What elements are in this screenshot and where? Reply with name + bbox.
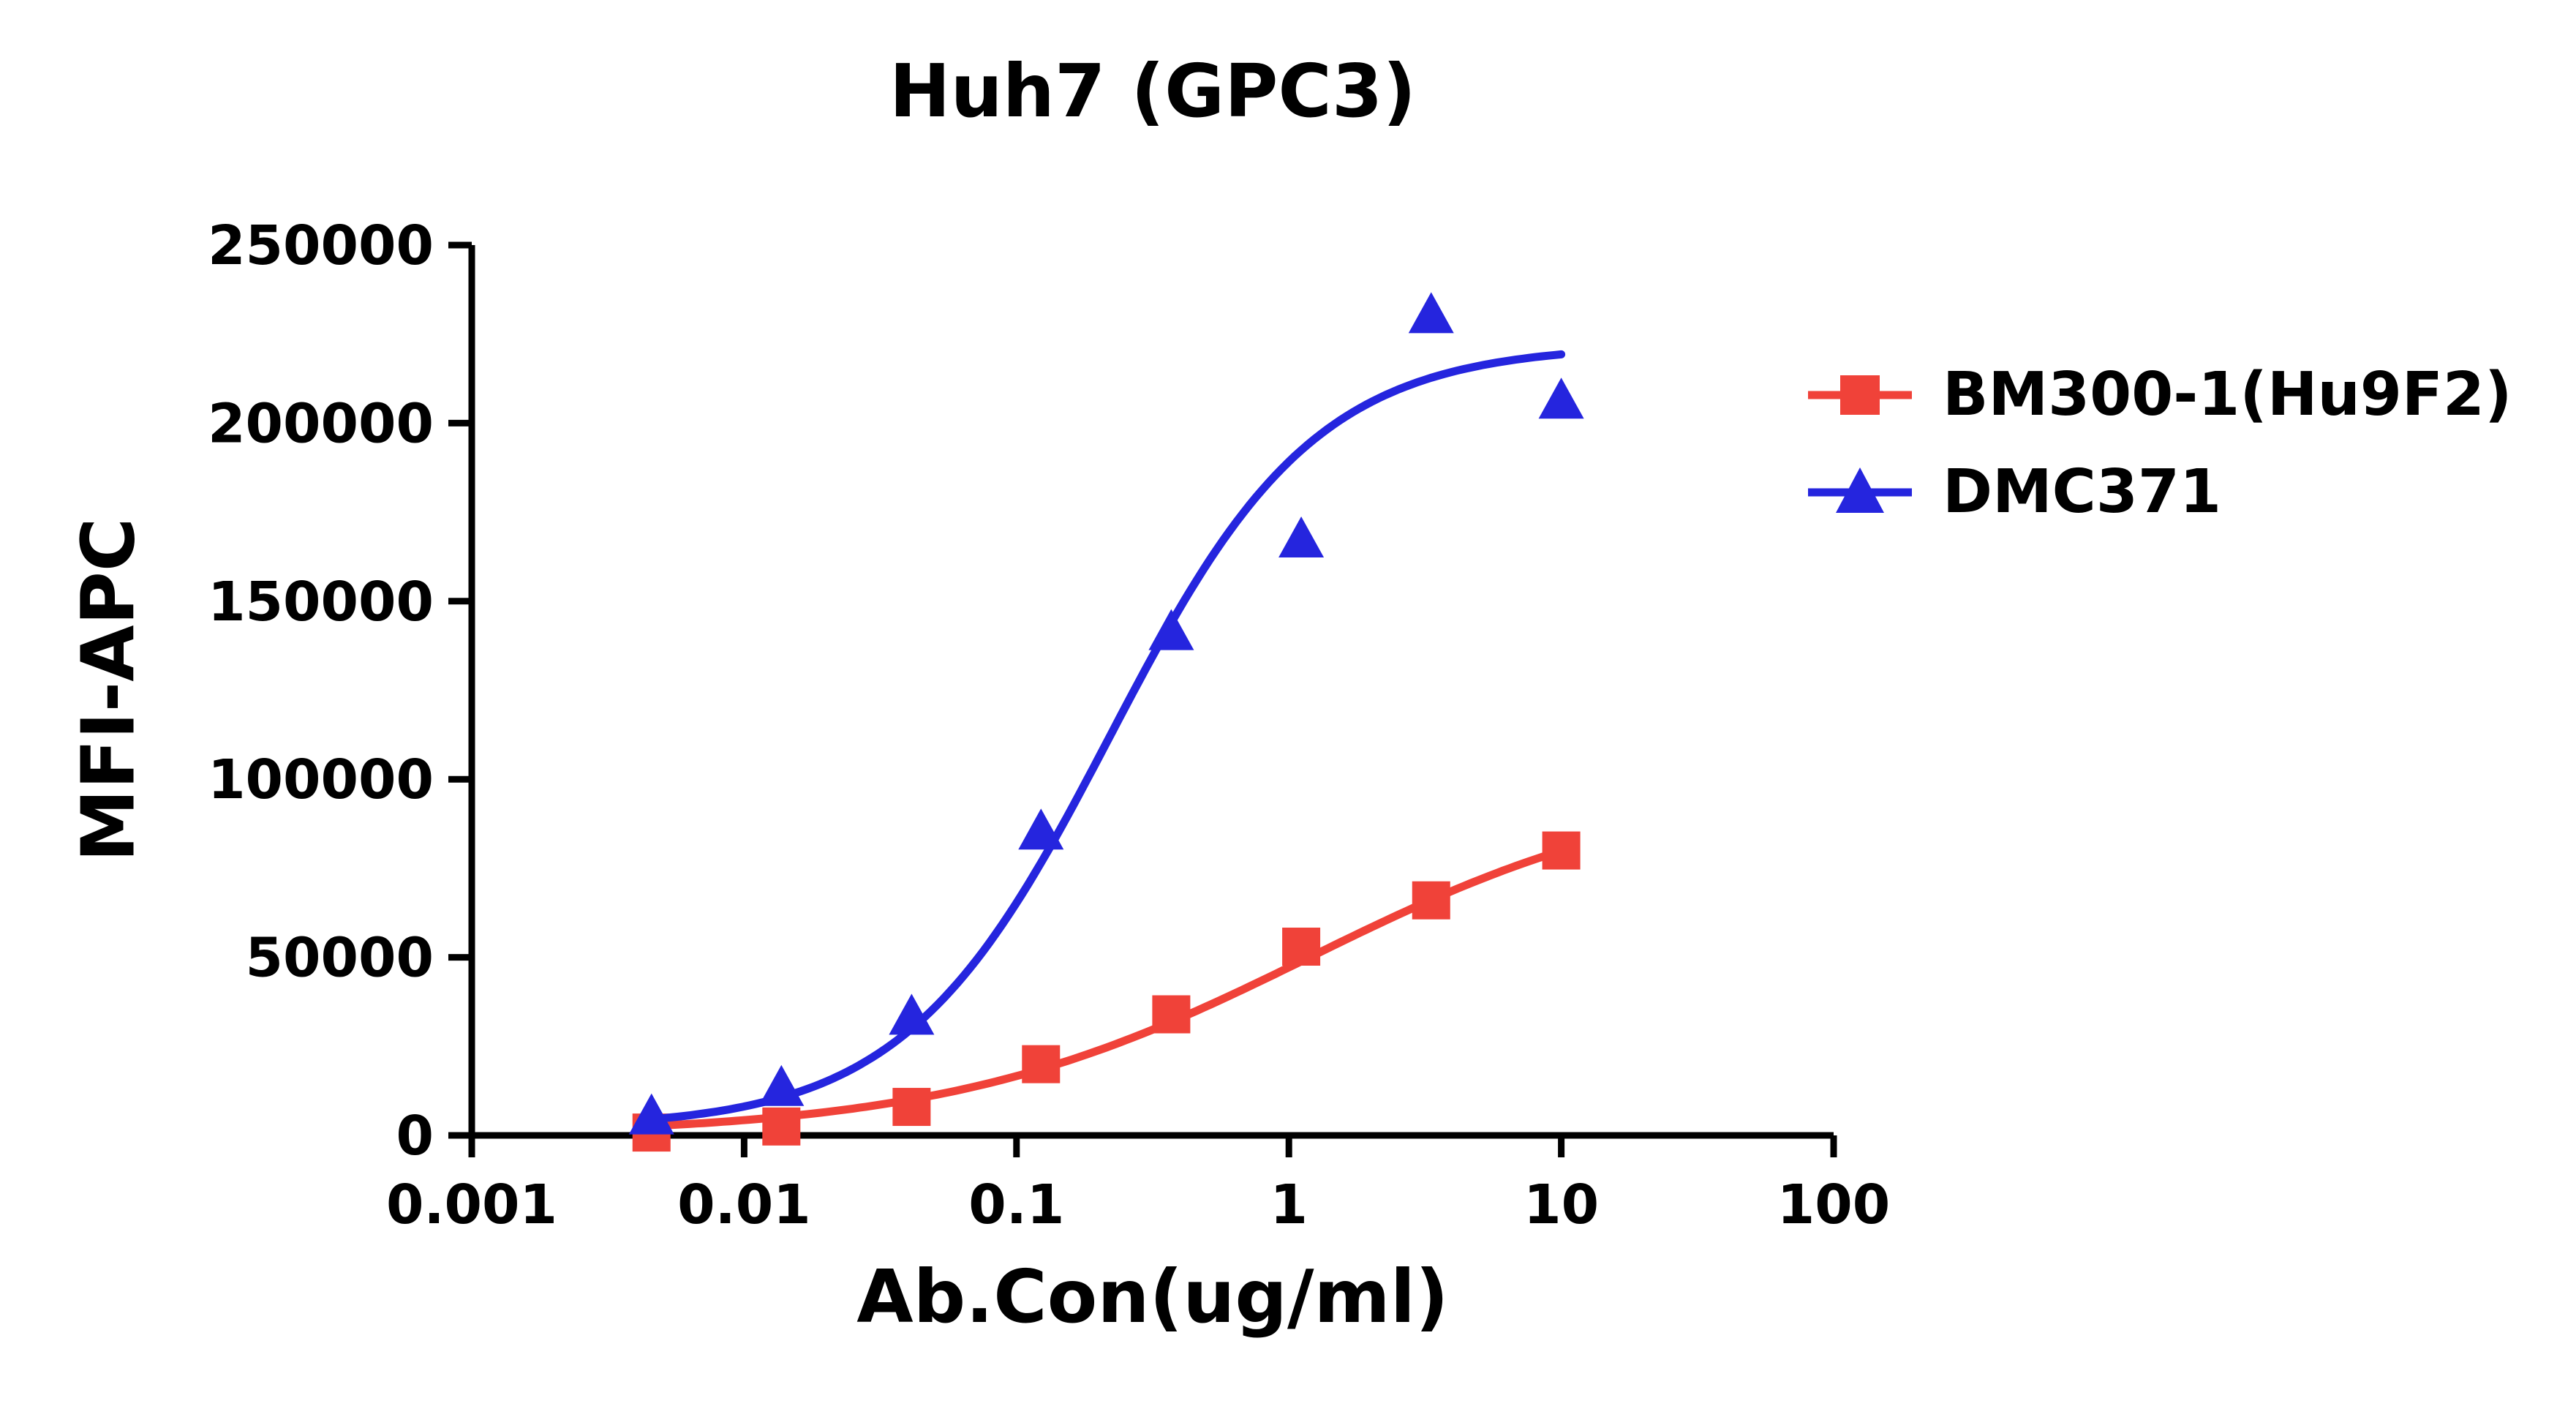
- x-tick-label: 0.001: [386, 1173, 557, 1236]
- series-1-point: [1542, 831, 1581, 870]
- y-tick-label: 250000: [208, 214, 434, 277]
- legend-label-series-1: BM300-1(Hu9F2): [1943, 360, 2512, 429]
- series-2-point: [1538, 377, 1584, 419]
- legend-marker-square-icon: [1808, 375, 1912, 415]
- series-1-point: [1282, 927, 1321, 966]
- series-1-point: [892, 1088, 931, 1127]
- series-2-point: [889, 993, 935, 1035]
- series-1-point: [1412, 881, 1450, 920]
- legend-marker-triangle-icon: [1808, 467, 1912, 513]
- y-tick-label: 50000: [246, 927, 434, 990]
- series-2-curve: [647, 350, 1566, 1124]
- x-tick-label: 0.1: [968, 1173, 1064, 1236]
- series-2-point: [1148, 609, 1194, 650]
- y-axis-title: MFI-APC: [65, 517, 151, 863]
- x-tick-label: 1: [1270, 1173, 1308, 1236]
- x-tick-label: 10: [1524, 1173, 1599, 1236]
- x-tick-label: 0.01: [677, 1173, 811, 1236]
- legend-item: BM300-1(Hu9F2): [1805, 360, 2512, 429]
- series-1-point: [1022, 1045, 1061, 1083]
- x-axis-title: Ab.Con(ug/ml): [856, 1254, 1449, 1340]
- legend-label-series-2: DMC371: [1943, 457, 2222, 527]
- series-2-point: [1278, 516, 1325, 558]
- series-1-point: [1152, 995, 1191, 1034]
- series-1-curve: [647, 846, 1566, 1130]
- y-tick-label: 200000: [208, 392, 434, 455]
- series-2-point: [758, 1064, 805, 1106]
- chart-title: Huh7 (GPC3): [889, 48, 1417, 134]
- legend-square-glyph: [1840, 375, 1880, 415]
- y-tick-label: 150000: [208, 571, 434, 634]
- series-2-point: [628, 1093, 674, 1135]
- legend: BM300-1(Hu9F2) DMC371: [1805, 360, 2512, 527]
- y-tick-label: 0: [396, 1105, 434, 1168]
- x-tick-label: 100: [1777, 1173, 1890, 1236]
- series-1-point: [762, 1107, 801, 1146]
- y-tick-label: 100000: [208, 748, 434, 811]
- legend-item: DMC371: [1805, 457, 2512, 527]
- series-2-point: [1018, 808, 1064, 850]
- series-2-point: [1408, 292, 1454, 334]
- legend-triangle-glyph: [1836, 467, 1884, 513]
